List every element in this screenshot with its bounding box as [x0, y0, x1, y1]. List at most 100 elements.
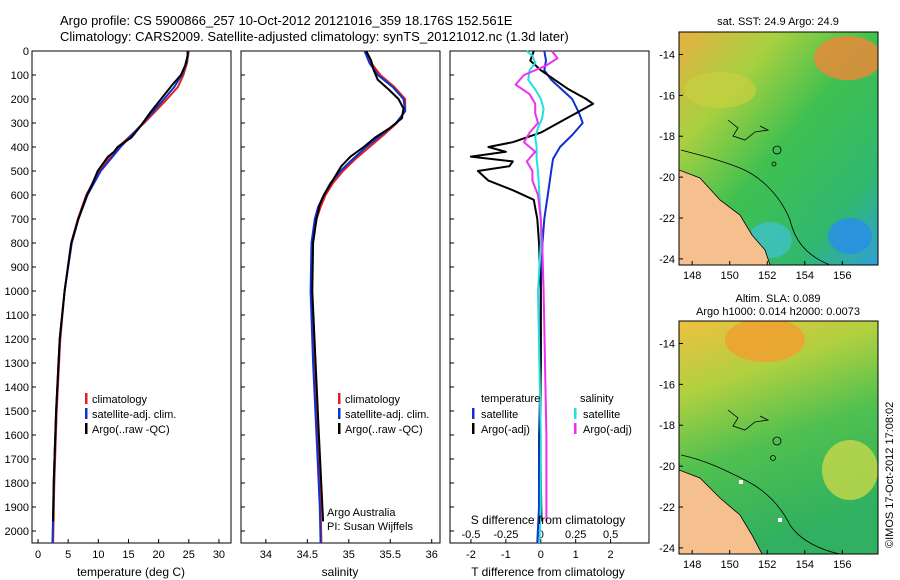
sst-field [679, 32, 878, 265]
x-tick-label: 1 [573, 549, 579, 561]
legend-swatch-argo [472, 423, 475, 434]
legend-label: Argo(-adj) [583, 424, 632, 436]
series-line-argo [469, 50, 595, 522]
map-x-tick-label: 152 [758, 270, 776, 282]
sst-argo-marker [772, 145, 782, 155]
legend-swatch-climatology [338, 393, 341, 404]
salinity-plot-frame [240, 50, 441, 544]
legend-swatch-satellite [472, 408, 475, 419]
difference-panel: -2 -1 0 1 2 -0.5 -0.25 0 0.25 0.5 S difference fr… [449, 50, 650, 579]
x-tick-label: 36 [426, 549, 438, 561]
depth-tick-label: 1200 [5, 334, 29, 346]
sla-station-2 [778, 518, 782, 522]
legend-label: Argo(..raw -QC) [345, 424, 423, 436]
depth-tick-label: 1600 [5, 430, 29, 442]
x-tick-label: 25 [183, 549, 195, 561]
x-tick-label: 0 [538, 549, 544, 561]
map-y-tick-label: -14 [659, 338, 675, 350]
map-y-tick-label: -22 [659, 213, 675, 225]
salinity-panel: 34 34.5 35 35.5 36 salinity climatology satel… [240, 50, 441, 579]
map-y-tick-label: -16 [659, 90, 675, 102]
x-tick-label: 35 [343, 549, 355, 561]
map-x-tick-label: 154 [796, 559, 814, 571]
map-y-tick-label: -20 [659, 461, 675, 473]
depth-tick-label: 1300 [5, 358, 29, 370]
depth-tick-label: 1500 [5, 406, 29, 418]
series-line-argo [311, 50, 405, 522]
sla-argo-marker [772, 436, 782, 446]
sst-warm-patch [814, 36, 878, 80]
argo-australia-label: Argo Australia [327, 507, 396, 519]
map-y-tick-label: -24 [659, 543, 675, 555]
sla-warm-patch [725, 321, 805, 362]
x-tick-label: 35.5 [380, 549, 401, 561]
depth-tick-label: 900 [11, 262, 29, 274]
sla-station-1 [739, 480, 743, 484]
depth-tick-label: 1900 [5, 502, 29, 514]
legend-swatch-climatology [85, 393, 88, 404]
x-tick-label: -2 [466, 549, 476, 561]
legend-label: climatology [92, 394, 148, 406]
sla-map-panel: Altim. SLA: 0.089 Argo h1000: 0.014 h200… [659, 293, 896, 571]
sla-map-frame [678, 320, 879, 555]
sla-field [679, 321, 878, 554]
map-x-tick-label: 152 [758, 559, 776, 571]
depth-tick-label: 1400 [5, 382, 29, 394]
temperature-plot-frame [31, 50, 232, 544]
s-tick-label: 0 [538, 529, 544, 541]
x-tick-label: 30 [213, 549, 225, 561]
map-x-tick-label: 148 [683, 270, 701, 282]
series-line-magenta [514, 50, 559, 522]
sst-island [771, 161, 777, 167]
depth-tick-label: 400 [11, 142, 29, 154]
sst-cool-patch [828, 218, 872, 254]
s-tick-label: 0.25 [565, 529, 586, 541]
sst-map-title: sat. SST: 24.9 Argo: 24.9 [717, 16, 839, 28]
legend-label: Argo(-adj) [481, 424, 530, 436]
salinity-xlabel: salinity [322, 565, 359, 579]
depth-tick-label: 200 [11, 94, 29, 106]
difference-series [469, 50, 595, 544]
sla-map-ticks: 148 150 152 154 156 -14 -16 -18 -20 -22 -24 [659, 338, 851, 571]
legend-label: Argo(..raw -QC) [92, 424, 170, 436]
header-line-2: Climatology: CARS2009. Satellite-adjuste… [60, 29, 569, 44]
sla-reef [727, 409, 770, 431]
legend-swatch-cyan [574, 408, 577, 419]
map-y-tick-label: -16 [659, 379, 675, 391]
map-x-tick-label: 156 [833, 559, 851, 571]
map-x-tick-label: 150 [721, 270, 739, 282]
sst-map-ticks: 148 150 152 154 156 -14 -16 -18 -20 -22 -24 [659, 49, 851, 282]
legend-label: satellite [481, 409, 518, 421]
depth-tick-label: 2000 [5, 526, 29, 538]
s-tick-label: -0.5 [461, 529, 480, 541]
temperature-series [51, 50, 190, 544]
sst-map-frame [678, 31, 879, 266]
legend-title-temperature: temperature [481, 393, 540, 405]
x-tick-label: -1 [501, 549, 511, 561]
legend-label: satellite-adj. clim. [92, 409, 176, 421]
map-y-tick-label: -18 [659, 420, 675, 432]
x-tick-label: 34 [260, 549, 272, 561]
legend-label: satellite [583, 409, 620, 421]
map-y-tick-label: -14 [659, 49, 675, 61]
depth-ticks: 0 100 200 300 400 500 600 700 800 900 1000 1100 1200… [5, 46, 36, 538]
x-tick-label: 34.5 [297, 549, 318, 561]
depth-tick-label: 1100 [5, 310, 29, 322]
sst-map-panel: sat. SST: 24.9 Argo: 24.9 148 150 152 154 15… [659, 16, 879, 282]
legend-swatch-argo [338, 423, 341, 434]
temperature-xlabel: temperature (deg C) [77, 565, 185, 579]
sla-land [679, 469, 763, 554]
salinity-ticks: 34 34.5 35 35.5 36 [241, 50, 438, 561]
sst-depth-contour [680, 149, 831, 265]
map-x-tick-label: 156 [833, 270, 851, 282]
legend-swatch-magenta [574, 423, 577, 434]
series-line-cyan [526, 50, 545, 544]
x-tick-label: 10 [92, 549, 104, 561]
t-difference-xlabel: T difference from climatology [471, 565, 625, 579]
sla-map-subtitle: Argo h1000: 0.014 h2000: 0.0073 [696, 306, 860, 318]
sst-land [679, 169, 771, 265]
legend-label: climatology [345, 394, 401, 406]
depth-tick-label: 0 [23, 46, 29, 58]
imos-timestamp: ©IMOS 17-Oct-2012 17:08:02 [884, 402, 896, 548]
